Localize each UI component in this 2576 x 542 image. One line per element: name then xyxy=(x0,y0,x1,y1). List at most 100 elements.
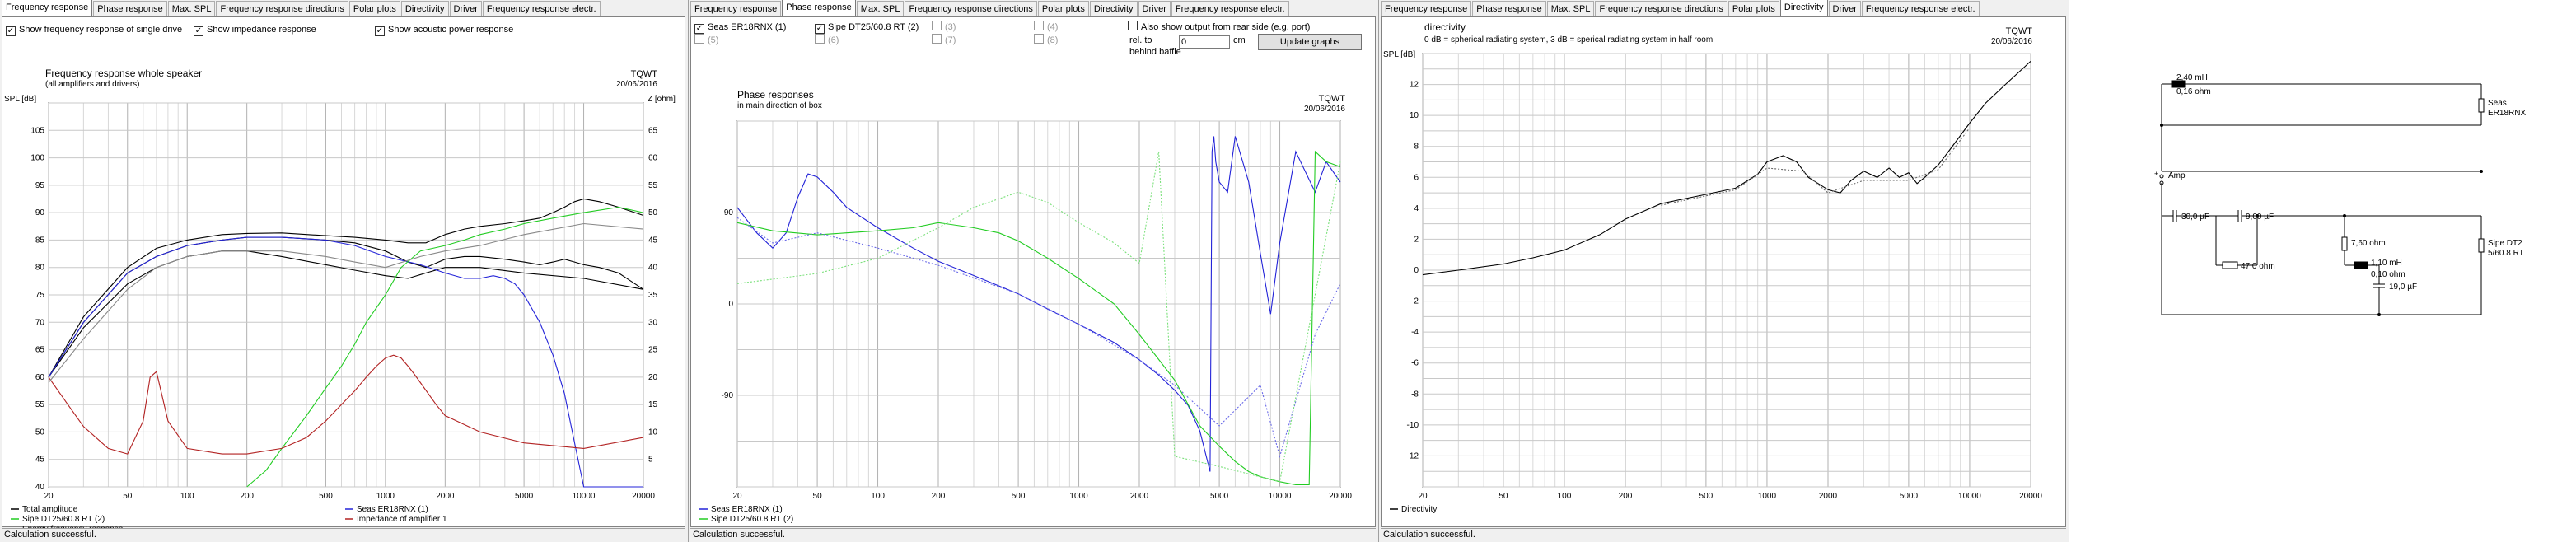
option-acoustic-power[interactable]: ✓ Show acoustic power response xyxy=(375,23,513,36)
option-label: Show acoustic power response xyxy=(388,25,514,35)
checkbox-icon[interactable] xyxy=(932,21,942,30)
checkbox-icon[interactable] xyxy=(1034,21,1044,30)
tab-max-spl[interactable]: Max. SPL xyxy=(856,1,905,16)
tab-frequency-response[interactable]: Frequency response xyxy=(2,0,93,16)
driver-option-7[interactable]: (7) xyxy=(932,34,956,47)
series-line-0 xyxy=(1422,60,2031,276)
driver-1-symbol[interactable] xyxy=(2478,98,2485,113)
tab-driver[interactable]: Driver xyxy=(1138,1,1171,16)
x-tick-label: 100 xyxy=(1558,492,1572,501)
driver-label: (4) xyxy=(1047,22,1059,32)
checkbox-icon[interactable] xyxy=(694,34,704,44)
y-axis-label: SPL [dB] xyxy=(4,95,36,104)
driver-option-4[interactable]: (4) xyxy=(1034,21,1058,34)
y-tick-label: 100 xyxy=(30,154,44,163)
checkbox-icon[interactable] xyxy=(1034,34,1044,44)
tab-directivity[interactable]: Directivity xyxy=(400,1,449,16)
checkbox-icon[interactable] xyxy=(815,34,825,44)
driver-option-3[interactable]: (3) xyxy=(932,21,956,34)
offset-input[interactable]: 0 xyxy=(1179,35,1230,49)
tab-polar-plots[interactable]: Polar plots xyxy=(1037,1,1089,16)
tab-polar-plots[interactable]: Polar plots xyxy=(348,1,400,16)
c2-value-label: 9,00 µF xyxy=(2246,213,2274,222)
tab-driver[interactable]: Driver xyxy=(449,1,482,16)
driver-option-1[interactable]: ✓ Seas ER18RNX (1) xyxy=(694,21,786,34)
resistor-r2[interactable] xyxy=(2341,236,2348,251)
tab-phase-response[interactable]: Phase response xyxy=(782,0,856,16)
tab-max-spl[interactable]: Max. SPL xyxy=(167,1,216,16)
x-tick-label: 20000 xyxy=(2019,492,2042,501)
y-tick-label: 90 xyxy=(724,208,734,217)
driver-option-6[interactable]: (6) xyxy=(815,34,839,47)
y2-tick-label: 20 xyxy=(648,373,658,382)
y-tick-label: 60 xyxy=(35,373,45,382)
tab-phase-response[interactable]: Phase response xyxy=(93,1,167,16)
tab-polar-plots[interactable]: Polar plots xyxy=(1727,1,1779,16)
x-tick-label: 50 xyxy=(123,492,133,501)
y-tick-label: 10 xyxy=(1410,111,1419,120)
driver-option-2[interactable]: ✓ Sipe DT25/60.8 RT (2) xyxy=(815,21,919,34)
panel-body: ✓ Show frequency response of single drive… xyxy=(2,16,685,529)
checkbox-icon[interactable] xyxy=(932,34,942,44)
r2-value-label: 7,60 ohm xyxy=(2351,239,2386,248)
tab-frequency-response-electr[interactable]: Frequency response electr. xyxy=(1861,1,1980,16)
x-tick-label: 200 xyxy=(1619,492,1633,501)
y-tick-label: -4 xyxy=(1411,328,1419,337)
tab-frequency-response-directions[interactable]: Frequency response directions xyxy=(905,1,1037,16)
tab-frequency-response-electr[interactable]: Frequency response electr. xyxy=(1171,1,1289,16)
tab-directivity[interactable]: Directivity xyxy=(1089,1,1138,16)
update-graphs-button[interactable]: Update graphs xyxy=(1258,34,1362,50)
driver-label: Sipe DT25/60.8 RT (2) xyxy=(828,22,919,32)
panel-body: directivity 0 dB = spherical radiating s… xyxy=(1381,16,2066,527)
series-line-3 xyxy=(48,236,643,488)
tab-frequency-response-directions[interactable]: Frequency response directions xyxy=(1595,1,1727,16)
tab-frequency-response[interactable]: Frequency response xyxy=(690,1,782,16)
r1-value-label: 47,0 ohm xyxy=(2241,262,2275,271)
driver-2-symbol[interactable] xyxy=(2478,238,2485,253)
chart-subtitle: (all amplifiers and drivers) xyxy=(45,80,139,89)
chart-subtitle: in main direction of box xyxy=(737,101,822,110)
checkbox-checked-icon[interactable]: ✓ xyxy=(6,26,16,36)
tab-max-spl[interactable]: Max. SPL xyxy=(1546,1,1595,16)
x-tick-label: 100 xyxy=(871,492,885,501)
inductor-l2[interactable] xyxy=(2354,261,2368,269)
driver-option-5[interactable]: (5) xyxy=(694,34,718,47)
tab-bar: Frequency response Phase response Max. S… xyxy=(2,0,686,16)
driver-label: (5) xyxy=(708,35,719,45)
checkbox-icon[interactable] xyxy=(1128,21,1138,30)
frequency-response-panel: Frequency response Phase response Max. S… xyxy=(0,0,689,542)
tab-bar: Frequency response Phase response Max. S… xyxy=(690,0,1377,16)
junction-dot xyxy=(2480,170,2483,173)
x-tick-label: 10000 xyxy=(573,492,596,501)
y-tick-label: 70 xyxy=(35,318,45,327)
option-impedance[interactable]: ✓ Show impedance response xyxy=(194,23,316,36)
checkbox-checked-icon[interactable]: ✓ xyxy=(194,26,203,36)
option-single-drive[interactable]: ✓ Show frequency response of single drive xyxy=(6,23,182,36)
rear-side-option[interactable]: Also show output from rear side (e.g. po… xyxy=(1128,21,1310,34)
x-tick-label: 200 xyxy=(932,492,946,501)
checkbox-checked-icon[interactable]: ✓ xyxy=(694,24,704,34)
tab-driver[interactable]: Driver xyxy=(1828,1,1861,16)
checkbox-checked-icon[interactable]: ✓ xyxy=(375,26,385,36)
driver-option-8[interactable]: (8) xyxy=(1034,34,1058,47)
series-line-2 xyxy=(48,250,644,378)
y2-tick-label: 5 xyxy=(648,456,653,465)
tab-frequency-response[interactable]: Frequency response xyxy=(1381,1,1472,16)
junction-dot xyxy=(2343,214,2346,217)
tab-frequency-response-electr[interactable]: Frequency response electr. xyxy=(482,1,601,16)
tab-directivity[interactable]: Directivity xyxy=(1779,0,1828,16)
tab-phase-response[interactable]: Phase response xyxy=(1472,1,1546,16)
tab-frequency-response-directions[interactable]: Frequency response directions xyxy=(216,1,348,16)
y2-tick-label: 35 xyxy=(648,291,658,300)
resistor-r1[interactable] xyxy=(2222,261,2238,269)
series-line-0 xyxy=(736,136,1341,472)
junction-dot xyxy=(2160,124,2163,127)
checkbox-checked-icon[interactable]: ✓ xyxy=(815,24,825,34)
legend-entry: Total amplitude xyxy=(22,505,78,514)
x-tick-label: 200 xyxy=(240,492,254,501)
y2-tick-label: 15 xyxy=(648,400,658,409)
x-tick-label: 2000 xyxy=(1819,492,1838,501)
y-tick-label: 0 xyxy=(728,300,733,309)
x-tick-label: 500 xyxy=(1699,492,1713,501)
chart-date: 20/06/2016 xyxy=(1991,37,2032,46)
